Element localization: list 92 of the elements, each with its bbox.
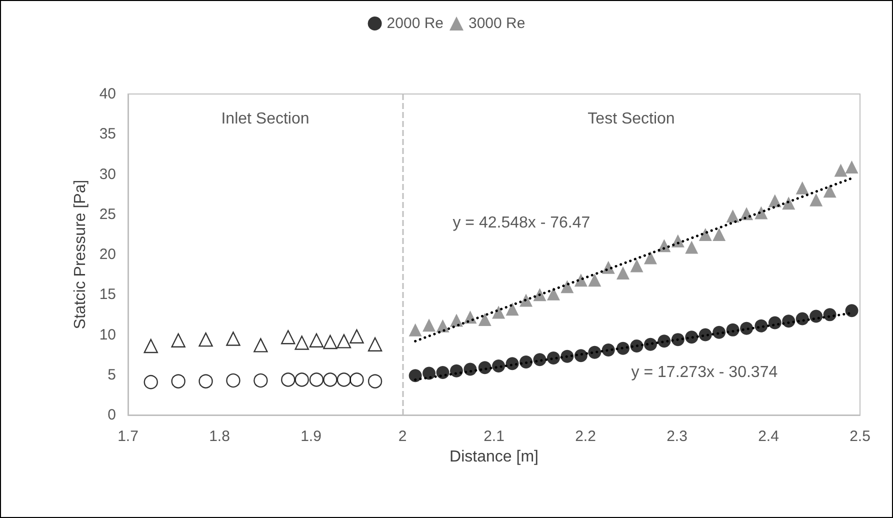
point (350, 372, 364, 387)
point (144, 338, 158, 354)
x-tick-label: 2.5 (850, 428, 870, 445)
point (171, 333, 186, 348)
point (254, 373, 268, 388)
point (309, 372, 324, 387)
y-tick-label: 35 (99, 126, 116, 143)
point (422, 318, 436, 332)
x-tick-label: 1.7 (118, 428, 138, 445)
point (520, 294, 533, 307)
x-tick-label: 2.3 (666, 428, 688, 445)
point (336, 372, 352, 387)
point (408, 369, 422, 382)
point (281, 372, 296, 387)
point (226, 373, 240, 388)
point (823, 184, 836, 198)
point (294, 372, 309, 387)
point (644, 338, 657, 351)
y-tick-label: 25 (99, 206, 116, 223)
point (336, 334, 352, 348)
point (560, 280, 574, 294)
point (630, 259, 644, 272)
point (726, 209, 740, 222)
point (698, 328, 712, 342)
point (144, 375, 158, 390)
point (171, 374, 186, 388)
point (254, 338, 268, 352)
point (834, 164, 848, 177)
point (492, 306, 506, 319)
annotation: Test Section (588, 110, 675, 128)
point (810, 310, 823, 323)
point (782, 196, 796, 210)
x-tick-label: 2.4 (758, 428, 779, 445)
point (796, 181, 809, 194)
point (408, 323, 422, 336)
x-tick-label: 1.8 (209, 428, 230, 445)
point (323, 372, 338, 387)
point (309, 333, 324, 348)
x-axis-title: Distance [m] (450, 448, 538, 466)
point (754, 319, 768, 332)
point (588, 274, 602, 287)
annotation: y = 17.273x - 30.374 (631, 364, 778, 381)
point (281, 330, 296, 344)
y-tick-label: 10 (99, 326, 116, 344)
x-tick-label: 2 (398, 428, 407, 445)
y-tick-label: 15 (99, 286, 116, 304)
point (712, 326, 726, 339)
point (845, 304, 858, 318)
point (698, 228, 712, 241)
x-tick-label: 2.1 (484, 428, 504, 445)
y-tick-label: 40 (99, 86, 116, 102)
point (810, 193, 823, 206)
point (712, 228, 726, 241)
point (350, 329, 364, 344)
point (602, 344, 615, 356)
point (588, 346, 602, 359)
y-axis-title: Statcic Pressure [Pa] (72, 180, 89, 330)
point (533, 353, 546, 366)
legend-label: 3000 Re (468, 15, 526, 32)
point (740, 322, 754, 335)
y-tick-label: 20 (99, 246, 116, 263)
x-tick-label: 2.2 (575, 428, 596, 445)
point (294, 336, 309, 350)
point (492, 360, 506, 373)
point (198, 332, 213, 347)
point (436, 366, 450, 379)
point (754, 206, 768, 220)
point (506, 302, 519, 316)
point (368, 337, 382, 352)
legend-label: 2000 Re (386, 15, 444, 32)
point (422, 366, 436, 380)
point (226, 332, 240, 346)
x-tick-label: 1.9 (300, 428, 322, 445)
annotation: Inlet Section (221, 110, 310, 128)
point (198, 374, 213, 388)
point (644, 251, 657, 264)
point (533, 288, 546, 302)
point (616, 266, 630, 280)
point (323, 334, 338, 350)
point (658, 334, 671, 348)
y-tick-label: 0 (108, 406, 116, 424)
point (685, 240, 698, 254)
y-tick-label: 5 (108, 366, 116, 384)
point (478, 313, 492, 326)
point (368, 374, 382, 388)
annotation: y = 42.548x - 76.47 (452, 214, 590, 232)
point (546, 287, 560, 300)
point (450, 364, 463, 378)
y-tick-label: 30 (99, 166, 116, 183)
point (546, 352, 560, 365)
point (768, 316, 782, 330)
point (845, 160, 858, 174)
